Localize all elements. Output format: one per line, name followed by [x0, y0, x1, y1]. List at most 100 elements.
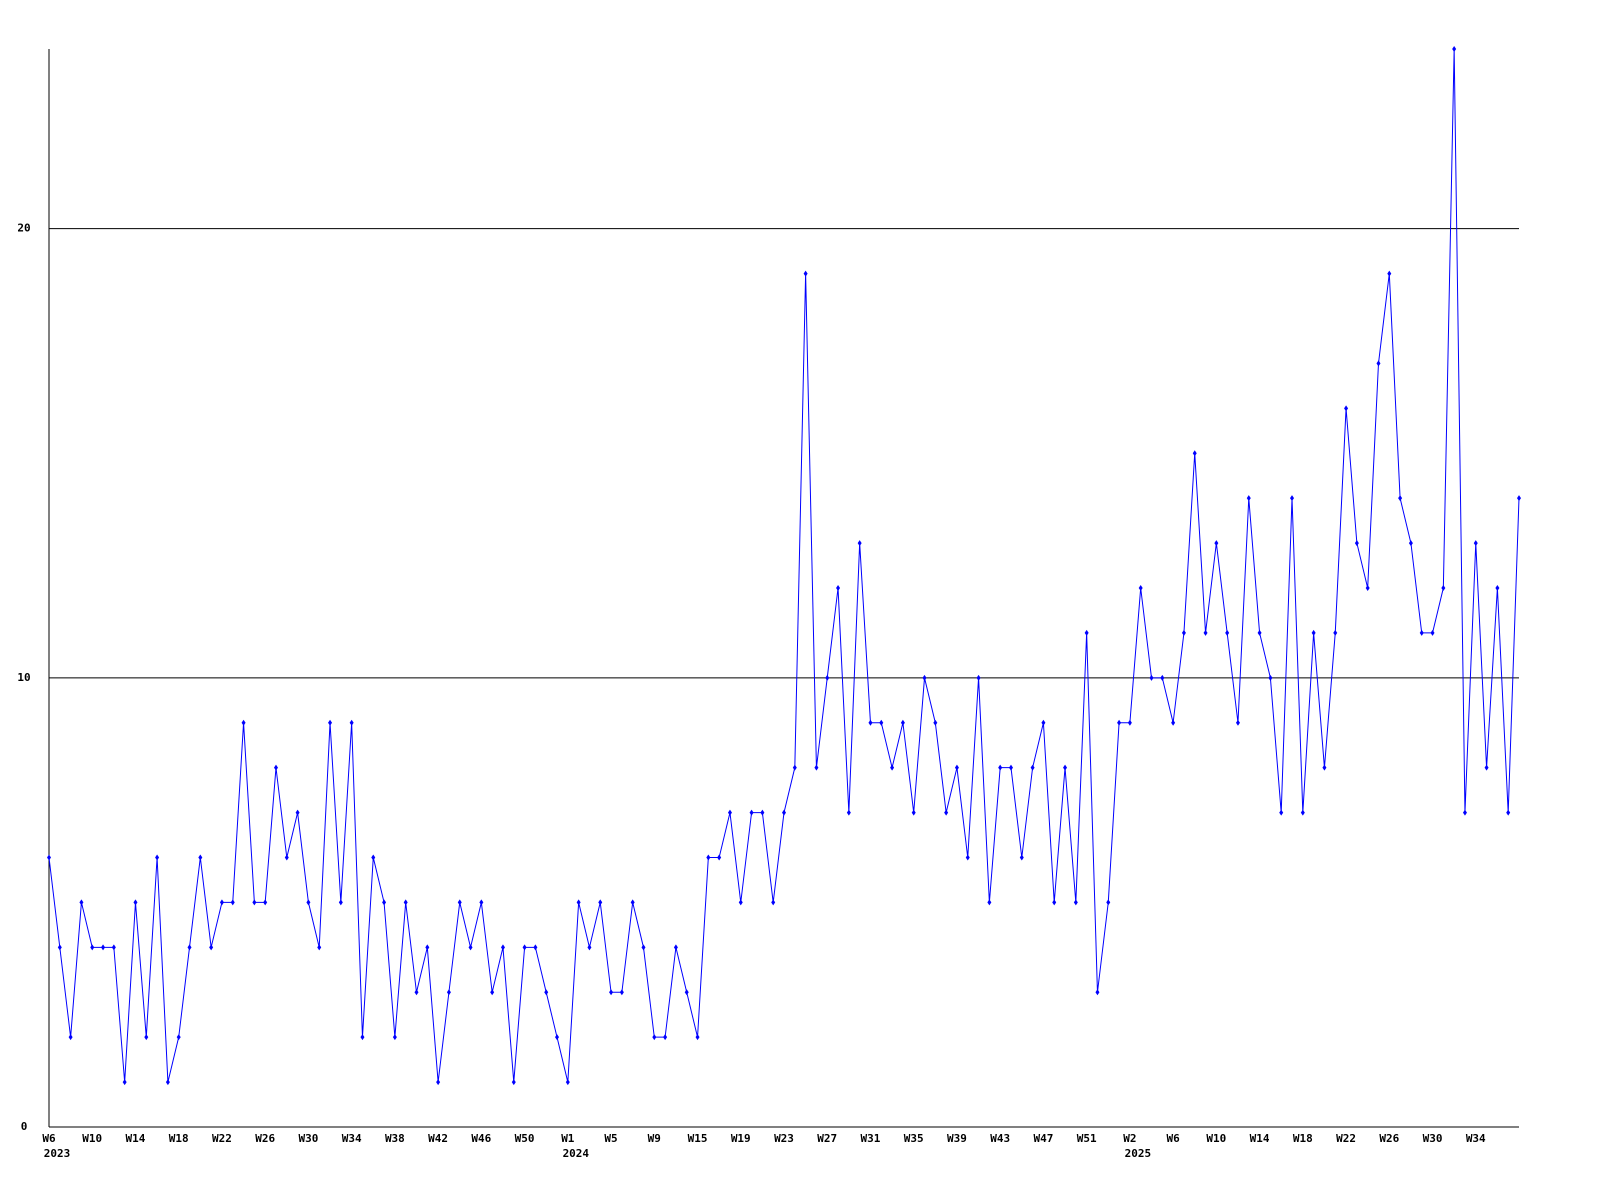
point-marker [749, 809, 754, 816]
point-marker [47, 854, 51, 861]
point-marker [133, 899, 138, 906]
point-marker [446, 989, 451, 996]
point-marker [209, 944, 214, 951]
x-tick-label: W5 [604, 1132, 617, 1145]
x-tick-label: W30 [1423, 1132, 1443, 1145]
point-marker [976, 674, 981, 681]
point-marker [663, 1034, 668, 1041]
x-tick-label: W6 [42, 1132, 56, 1145]
point-marker [219, 899, 224, 906]
y-tick-label: 20 [17, 222, 30, 235]
point-marker [198, 854, 203, 861]
x-tick-label: W22 [212, 1132, 232, 1145]
point-marker [1008, 764, 1013, 771]
x-tick-label: W6 [1166, 1132, 1180, 1145]
point-marker [165, 1079, 170, 1086]
point-marker [490, 989, 495, 996]
point-marker [695, 1034, 700, 1041]
point-marker [836, 585, 841, 591]
x-tick-label: W26 [255, 1132, 275, 1145]
point-marker [911, 809, 916, 816]
point-marker [382, 899, 387, 906]
point-marker [403, 899, 408, 906]
point-marker [360, 1034, 365, 1041]
point-marker [111, 944, 116, 951]
point-marker [1030, 764, 1035, 771]
point-marker [1311, 629, 1316, 636]
point-marker [965, 854, 970, 861]
x-tick-label: W35 [904, 1132, 924, 1145]
y-tick-label: 10 [17, 671, 30, 684]
point-marker [1084, 629, 1089, 636]
point-marker [68, 1034, 73, 1041]
point-marker [1344, 405, 1349, 412]
point-marker [879, 719, 884, 726]
point-marker [1322, 764, 1327, 771]
point-marker [987, 899, 992, 906]
point-marker [717, 854, 722, 861]
x-tick-label: W10 [82, 1132, 102, 1145]
point-marker [1117, 719, 1122, 726]
point-marker [782, 809, 786, 816]
point-marker [1430, 629, 1435, 636]
x-tick-label: W27 [817, 1132, 837, 1145]
point-marker [1376, 360, 1381, 367]
x-tick-label: W1 [561, 1132, 575, 1145]
point-marker [544, 989, 549, 996]
point-marker [533, 944, 538, 951]
point-marker [101, 944, 106, 951]
point-marker [1506, 809, 1511, 816]
point-marker [414, 989, 419, 996]
x-year-label: 2024 [563, 1147, 590, 1160]
x-tick-label: W26 [1379, 1132, 1399, 1145]
point-marker [954, 764, 959, 771]
point-marker [90, 944, 95, 951]
x-tick-label: W18 [169, 1132, 189, 1145]
x-tick-label: W39 [947, 1132, 967, 1145]
point-marker [1192, 450, 1197, 457]
point-marker [144, 1034, 149, 1041]
point-marker [1279, 809, 1284, 816]
point-marker [57, 944, 62, 951]
point-marker [1333, 629, 1338, 636]
point-marker [1246, 495, 1251, 502]
point-marker [317, 944, 322, 951]
x-tick-label: W19 [731, 1132, 751, 1145]
point-marker [522, 944, 527, 951]
point-marker [1073, 899, 1078, 906]
point-marker [122, 1079, 127, 1086]
x-tick-label: W15 [688, 1132, 708, 1145]
point-marker [479, 899, 484, 906]
point-marker [1365, 585, 1370, 591]
point-marker [1268, 674, 1273, 681]
point-marker [349, 719, 354, 726]
point-marker [1225, 629, 1230, 636]
x-tick-label: W46 [471, 1132, 491, 1145]
point-marker [673, 944, 678, 951]
point-marker [565, 1079, 570, 1086]
line-series [48, 48, 1520, 1083]
point-marker [1019, 854, 1024, 861]
point-marker [1106, 899, 1111, 906]
point-marker [652, 1034, 657, 1041]
point-marker [684, 989, 689, 996]
point-marker [1203, 629, 1208, 636]
x-tick-label: W43 [990, 1132, 1010, 1145]
x-year-label: 2025 [1125, 1147, 1152, 1160]
point-marker [900, 719, 905, 726]
point-marker [760, 809, 765, 816]
x-tick-label: W30 [298, 1132, 318, 1145]
point-marker [727, 809, 732, 816]
point-marker [425, 944, 430, 951]
point-marker [241, 719, 246, 726]
point-marker [468, 944, 473, 951]
point-marker [1419, 629, 1424, 636]
point-marker [155, 854, 160, 861]
point-marker [1473, 540, 1478, 547]
x-tick-label: W14 [126, 1132, 146, 1145]
point-marker [1452, 46, 1457, 52]
point-marker [933, 719, 938, 726]
x-tick-label: W9 [648, 1132, 661, 1145]
point-marker [306, 899, 311, 906]
point-marker [1063, 764, 1068, 771]
